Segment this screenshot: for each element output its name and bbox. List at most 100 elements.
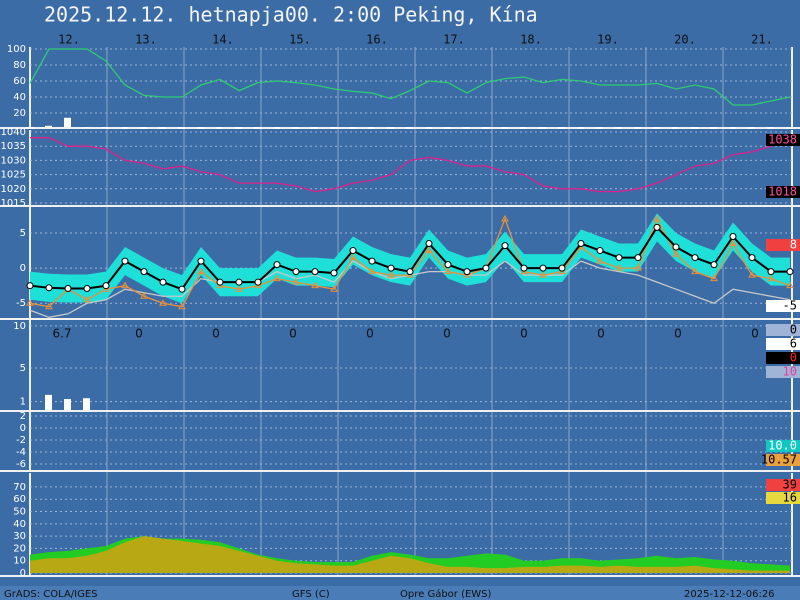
day-total: 0 [520, 327, 528, 341]
day-total: 0 [674, 327, 682, 341]
point [368, 257, 376, 265]
y-tick-label: 2 [20, 411, 26, 422]
point [45, 284, 53, 292]
point [235, 278, 243, 286]
y-tick-label: 20 [13, 543, 26, 554]
bar [64, 117, 71, 127]
point [121, 281, 129, 289]
footer-left: GrADS: COLA/IGES [4, 589, 98, 600]
bar [520, 127, 527, 129]
side-label-box [766, 352, 800, 364]
side-label-box [766, 134, 800, 146]
side-label: 1018 [768, 185, 797, 199]
y-tick-label: 1025 [1, 170, 26, 181]
day-label: 12. [58, 33, 80, 47]
bar [330, 127, 337, 129]
bar [83, 398, 90, 410]
day-label: 16. [366, 33, 388, 47]
side-label-box [766, 366, 800, 378]
bar [121, 127, 128, 129]
side-label-box [766, 186, 800, 198]
day-label: 13. [135, 33, 157, 47]
y-tick-label: 20 [13, 108, 26, 119]
y-tick-label: 80 [13, 60, 26, 71]
y-tick-label: 70 [13, 482, 26, 493]
y-tick-label: 1030 [1, 155, 26, 166]
side-label: 39 [783, 478, 797, 492]
day-label: 17. [443, 33, 465, 47]
point [406, 268, 414, 276]
bar [539, 127, 546, 129]
point [786, 281, 794, 289]
day-total: 0 [597, 327, 605, 341]
point [216, 278, 224, 286]
point [710, 261, 718, 269]
day-label: 21. [751, 33, 773, 47]
y-tick-label: -2 [16, 435, 26, 446]
y-tick-label: 60 [13, 76, 26, 87]
footer-date: 2025-12-12-06:26 [684, 589, 775, 600]
point [691, 254, 699, 262]
day-label: 20. [674, 33, 696, 47]
y-tick-label: 40 [13, 519, 26, 530]
bar [102, 127, 109, 129]
day-total: 0 [289, 327, 297, 341]
line [29, 217, 791, 308]
bar [577, 127, 584, 129]
bar [672, 127, 679, 129]
y-tick-label: 40 [13, 92, 26, 103]
point [387, 271, 395, 278]
bar [501, 127, 508, 129]
y-tick-label: 1020 [1, 184, 26, 195]
y-tick-label: 10 [13, 556, 26, 567]
bar [254, 127, 261, 129]
point [653, 223, 661, 231]
point [178, 285, 186, 293]
point [558, 264, 566, 272]
bar [273, 127, 280, 129]
point [767, 268, 775, 276]
footer-bar [0, 586, 800, 600]
day-total: 0 [135, 327, 143, 341]
bar [26, 127, 33, 129]
y-tick-label: 5 [20, 363, 26, 374]
point [311, 281, 319, 289]
point [273, 274, 281, 282]
y-tick-label: 60 [13, 494, 26, 505]
point [64, 284, 72, 292]
y-tick-label: 1 [20, 397, 26, 408]
side-label: 10.57 [761, 453, 797, 467]
bar [178, 127, 185, 129]
point [501, 242, 509, 250]
point [672, 243, 680, 251]
point [330, 285, 338, 292]
bar [425, 127, 432, 129]
bar [292, 127, 299, 129]
bar [368, 127, 375, 129]
side-label: 0 [790, 323, 797, 337]
bar [311, 127, 318, 129]
point [159, 299, 167, 306]
point [539, 264, 547, 272]
day-total: 0 [212, 327, 220, 341]
point [368, 267, 376, 275]
day-label: 19. [597, 33, 619, 47]
point [292, 268, 300, 276]
bar [45, 394, 52, 410]
point [615, 254, 623, 262]
y-tick-label: 30 [13, 531, 26, 542]
line [29, 48, 791, 106]
point [349, 253, 357, 261]
side-label: -5 [783, 299, 797, 313]
point [273, 261, 281, 269]
side-label: 8 [790, 238, 797, 252]
point [710, 274, 718, 282]
point [197, 257, 205, 265]
point [45, 302, 53, 310]
side-label-box [766, 440, 800, 452]
bar [216, 127, 223, 129]
day-total: 0 [443, 327, 451, 341]
side-label-box [766, 300, 800, 312]
day-total: 0 [366, 327, 374, 341]
